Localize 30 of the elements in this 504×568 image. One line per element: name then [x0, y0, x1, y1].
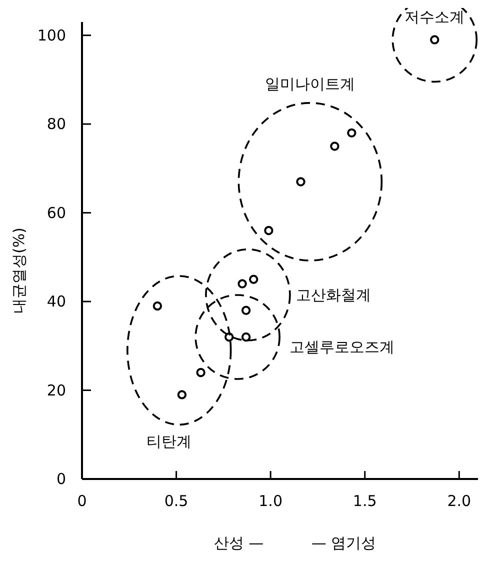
point	[224, 332, 234, 342]
y-tick-label: 40	[46, 292, 66, 311]
point	[330, 142, 340, 151]
y-axis-title: 내균열성(%)	[10, 228, 28, 314]
text: 고산화철계	[296, 286, 371, 304]
x-tick-label: 1.5	[352, 492, 377, 510]
x-tick-label: 0.5	[164, 492, 188, 510]
y-tick-label: 80	[46, 115, 66, 134]
point	[177, 390, 187, 400]
y-tick-label: 20	[46, 381, 66, 400]
y-tick-label: 100	[37, 26, 66, 44]
point	[196, 368, 206, 378]
point	[241, 332, 251, 342]
point	[249, 274, 258, 284]
point	[296, 177, 306, 186]
series-label: 저수소계	[404, 8, 465, 26]
text: 일미나이트계	[265, 74, 356, 93]
point	[347, 128, 356, 138]
x-axis-title: 산성 — — 염기성	[214, 534, 376, 552]
text: 티탄계	[146, 432, 192, 451]
y-tick-label: 60	[46, 204, 66, 222]
point	[264, 226, 274, 236]
x-tick-label: 0	[77, 492, 87, 510]
x-tick-label: 1.0	[258, 492, 282, 510]
x-tick-label: 2.0	[447, 492, 472, 510]
point	[152, 301, 162, 311]
y-tick-label: 0	[56, 470, 66, 488]
point	[238, 279, 247, 288]
point	[241, 306, 251, 315]
text: 고셀루로오즈계	[290, 338, 395, 356]
